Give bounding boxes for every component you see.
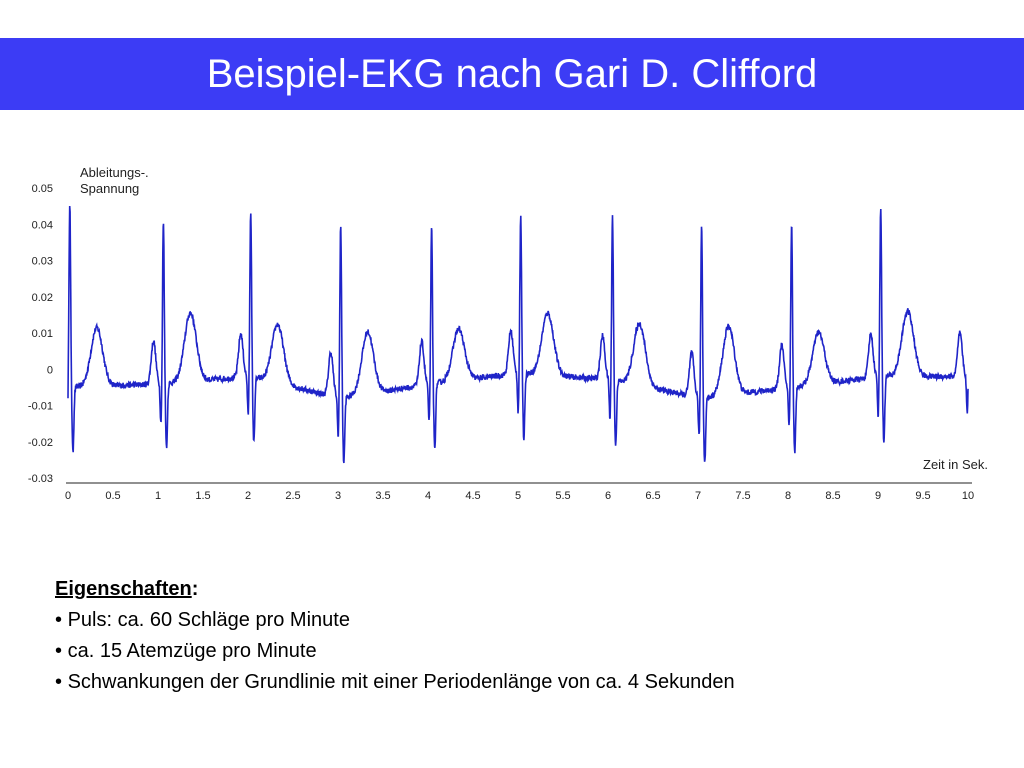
x-tick-label: 1.5: [195, 490, 210, 502]
x-tick-label: 4.5: [465, 490, 480, 502]
y-tick-label: 0.01: [32, 328, 53, 340]
bullet: •: [55, 671, 63, 693]
y-tick-label: 0.04: [32, 219, 53, 231]
x-tick-label: 7: [695, 490, 701, 502]
y-tick-label: 0.03: [32, 256, 53, 268]
list-item: • ca. 15 Atemzüge pro Minute: [55, 636, 735, 667]
y-axis-label-line: Spannung: [80, 181, 139, 196]
properties-notes: Eigenschaften: • Puls: ca. 60 Schläge pr…: [55, 574, 735, 698]
x-tick-label: 3.5: [375, 490, 390, 502]
bullet: •: [55, 640, 63, 662]
y-tick-label: -0.02: [28, 437, 53, 449]
x-tick-label: 6: [605, 490, 611, 502]
x-tick-label: 2: [245, 490, 251, 502]
x-tick-label: 6.5: [645, 490, 660, 502]
y-tick-label: 0.02: [32, 292, 53, 304]
list-item: • Schwankungen der Grundlinie mit einer …: [55, 667, 735, 698]
x-tick-label: 10: [962, 490, 974, 502]
x-tick-labels: 0 0.5 1 1.5 2 2.5 3 3.5 4 4.5 5 5.5 6 6.5 7 7.5 8 8.5 9 9.5…: [65, 490, 974, 502]
x-tick-label: 7.5: [735, 490, 750, 502]
y-tick-label: -0.03: [28, 473, 53, 485]
y-tick-label: 0: [47, 364, 53, 376]
ecg-trace: [67, 205, 969, 464]
list-item-text: Puls: ca. 60 Schläge pro Minute: [67, 609, 350, 631]
x-tick-label: 4: [425, 490, 431, 502]
x-tick-label: 8.5: [825, 490, 840, 502]
x-tick-label: 9: [875, 490, 881, 502]
list-item: • Puls: ca. 60 Schläge pro Minute: [55, 605, 735, 636]
x-tick-label: 8: [785, 490, 791, 502]
y-tick-labels: 0.05 0.04 0.03 0.02 0.01 0 -0.01 -0.02 -0.03: [28, 183, 53, 485]
properties-heading: Eigenschaften: [55, 578, 192, 600]
list-item-text: ca. 15 Atemzüge pro Minute: [67, 640, 317, 662]
slide-title: Beispiel-EKG nach Gari D. Clifford: [206, 52, 818, 96]
x-tick-label: 0.5: [105, 490, 120, 502]
x-tick-label: 9.5: [915, 490, 930, 502]
title-bar: Beispiel-EKG nach Gari D. Clifford: [0, 38, 1024, 110]
x-axis-label: Zeit in Sek.: [923, 457, 988, 472]
y-tick-label: 0.05: [32, 183, 53, 195]
x-tick-label: 1: [155, 490, 161, 502]
x-tick-label: 5.5: [555, 490, 570, 502]
x-tick-label: 0: [65, 490, 71, 502]
y-axis-label-line: Ableitungs-.: [80, 165, 149, 180]
ecg-chart: 0.050.040.030.020.010-0.01-0.02-0.03 0 0.…: [28, 165, 988, 502]
heading-colon: :: [191, 578, 199, 600]
y-axis-label: Ableitungs-.Spannung: [80, 165, 149, 196]
x-tick-label: 5: [515, 490, 521, 502]
x-tick-label: 3: [335, 490, 341, 502]
bullet: •: [55, 609, 63, 631]
x-tick-label: 2.5: [285, 490, 300, 502]
properties-heading-line: Eigenschaften:: [55, 574, 735, 605]
list-item-text: Schwankungen der Grundlinie mit einer Pe…: [67, 671, 735, 693]
y-tick-label: -0.01: [28, 401, 53, 413]
